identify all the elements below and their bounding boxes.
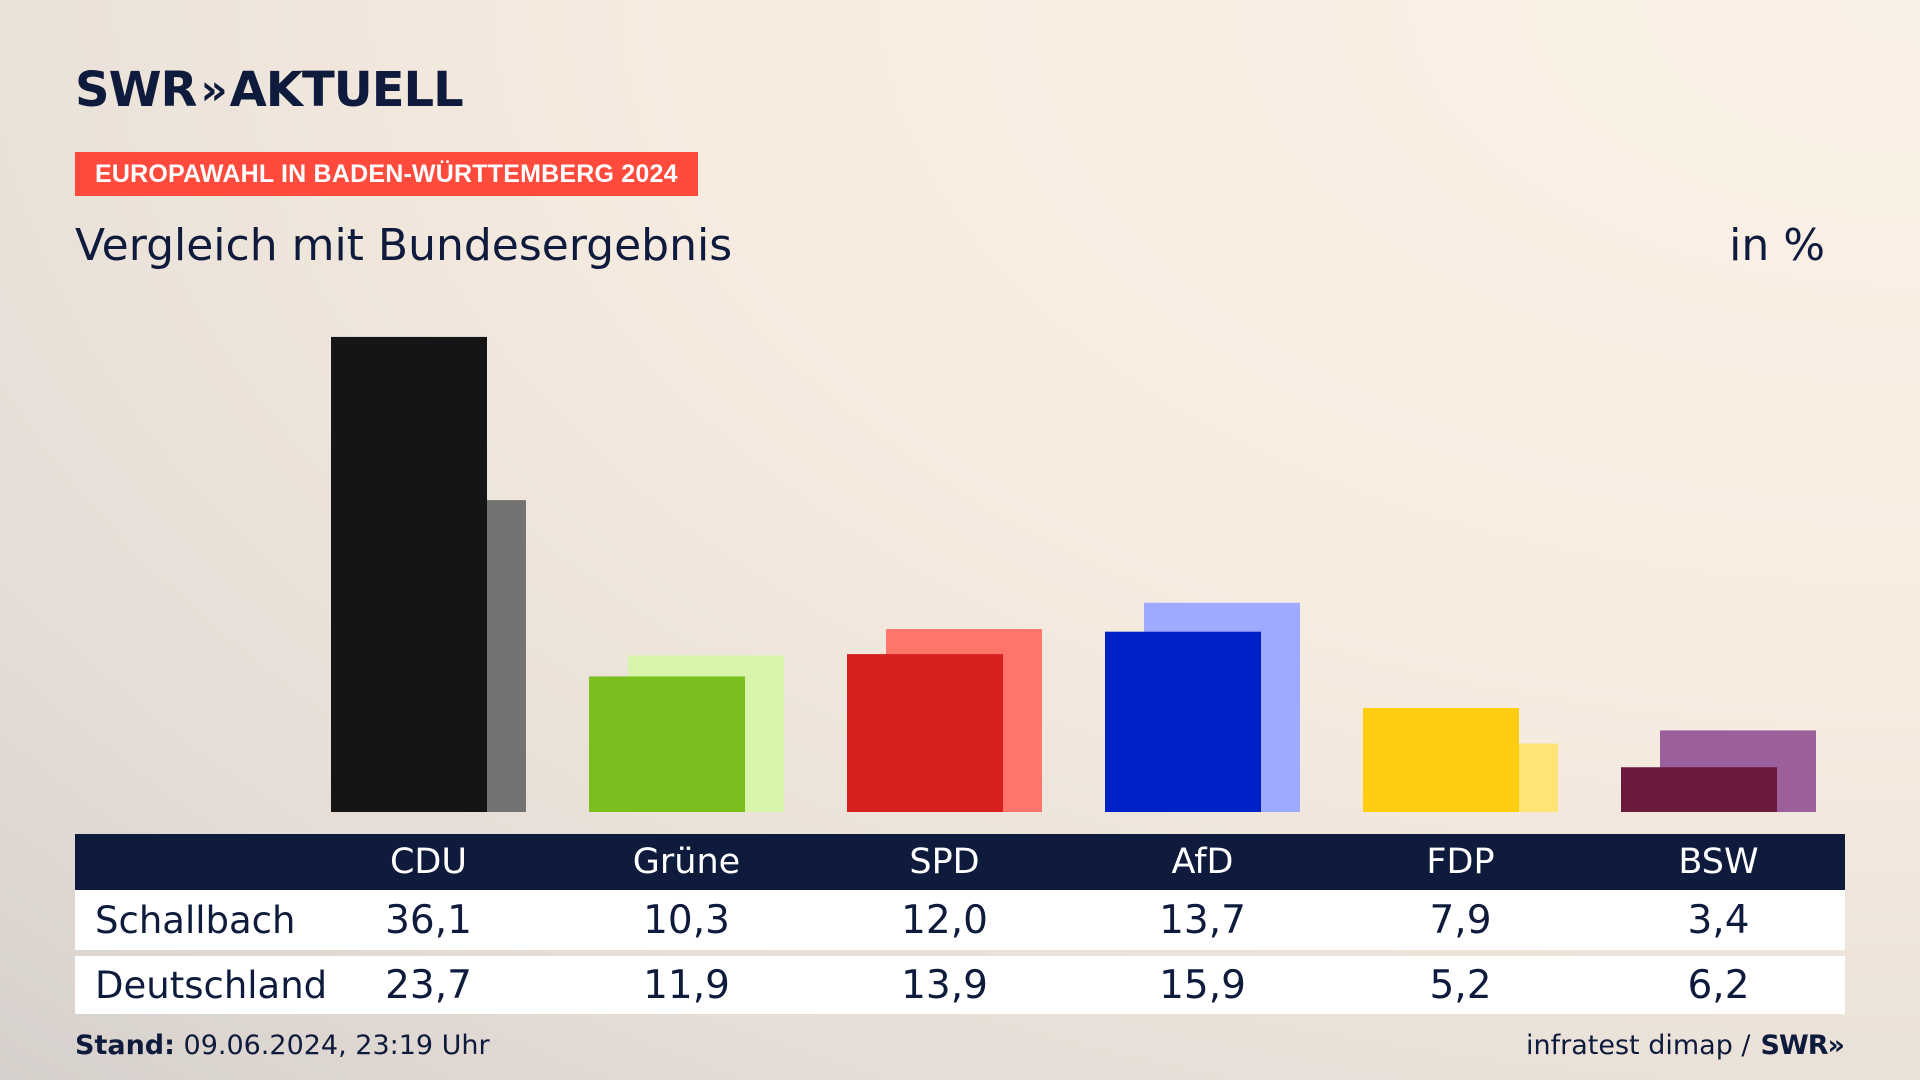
swr-aktuell-logo: SWR » AKTUELL: [75, 62, 464, 118]
value-deutschland-grüne: 11,9: [643, 962, 730, 1008]
value-schallbach-fdp: 7,9: [1429, 897, 1492, 943]
column-header-afd: AfD: [1171, 842, 1234, 882]
value-deutschland-fdp: 5,2: [1429, 962, 1492, 1008]
bar-schallbach-spd: [847, 654, 1003, 812]
value-schallbach-bsw: 3,4: [1687, 897, 1750, 943]
value-deutschland-cdu: 23,7: [385, 962, 472, 1008]
table-row-schallbach: Schallbach 36,1 10,3 12,0 13,7 7,9 3,4: [75, 890, 1845, 950]
value-schallbach-spd: 12,0: [901, 897, 988, 943]
value-deutschland-bsw: 6,2: [1687, 962, 1750, 1008]
election-badge: EUROPAWAHL IN BADEN-WÜRTTEMBERG 2024: [75, 152, 698, 196]
results-table: CDU Grüne SPD AfD FDP BSW Schallbach 36,1 10,3…: [75, 834, 1845, 1014]
column-header-cdu: CDU: [389, 842, 467, 882]
timestamp: Stand: 09.06.2024, 23:19 Uhr: [75, 1030, 490, 1061]
column-header-bsw: BSW: [1678, 842, 1759, 882]
column-header-fdp: FDP: [1426, 842, 1495, 882]
logo-swr-text: SWR: [75, 62, 197, 118]
value-deutschland-spd: 13,9: [901, 962, 988, 1008]
bar-schallbach-grüne: [589, 676, 745, 812]
logo-aktuell-text: AKTUELL: [229, 62, 464, 118]
row-label-schallbach: Schallbach: [95, 898, 296, 942]
source-text: infratest dimap /: [1526, 1030, 1751, 1061]
value-schallbach-afd: 13,7: [1159, 897, 1246, 943]
column-header-grüne: Grüne: [632, 842, 741, 882]
value-deutschland-afd: 15,9: [1159, 962, 1246, 1008]
chart-subtitle: Vergleich mit Bundesergebnis: [75, 220, 733, 271]
stand-value: 09.06.2024, 23:19 Uhr: [183, 1030, 490, 1061]
table-header: CDU Grüne SPD AfD FDP BSW: [75, 834, 1845, 890]
bar-schallbach-bsw: [1621, 767, 1777, 812]
unit-label: in %: [1729, 220, 1825, 271]
bar-schallbach-cdu: [331, 336, 487, 812]
table-row-deutschland: Deutschland 23,7 11,9 13,9 15,9 5,2 6,2: [75, 956, 1845, 1014]
column-header-spd: SPD: [909, 842, 980, 882]
value-schallbach-grüne: 10,3: [643, 897, 730, 943]
bar-schallbach-afd: [1105, 631, 1261, 812]
stand-label: Stand:: [75, 1030, 175, 1061]
source-credit: infratest dimap / SWR»: [1526, 1030, 1845, 1061]
row-label-deutschland: Deutschland: [95, 963, 328, 1007]
bar-schallbach-fdp: [1363, 708, 1519, 812]
value-schallbach-cdu: 36,1: [385, 897, 472, 943]
swr-mini-logo: SWR»: [1760, 1030, 1845, 1061]
